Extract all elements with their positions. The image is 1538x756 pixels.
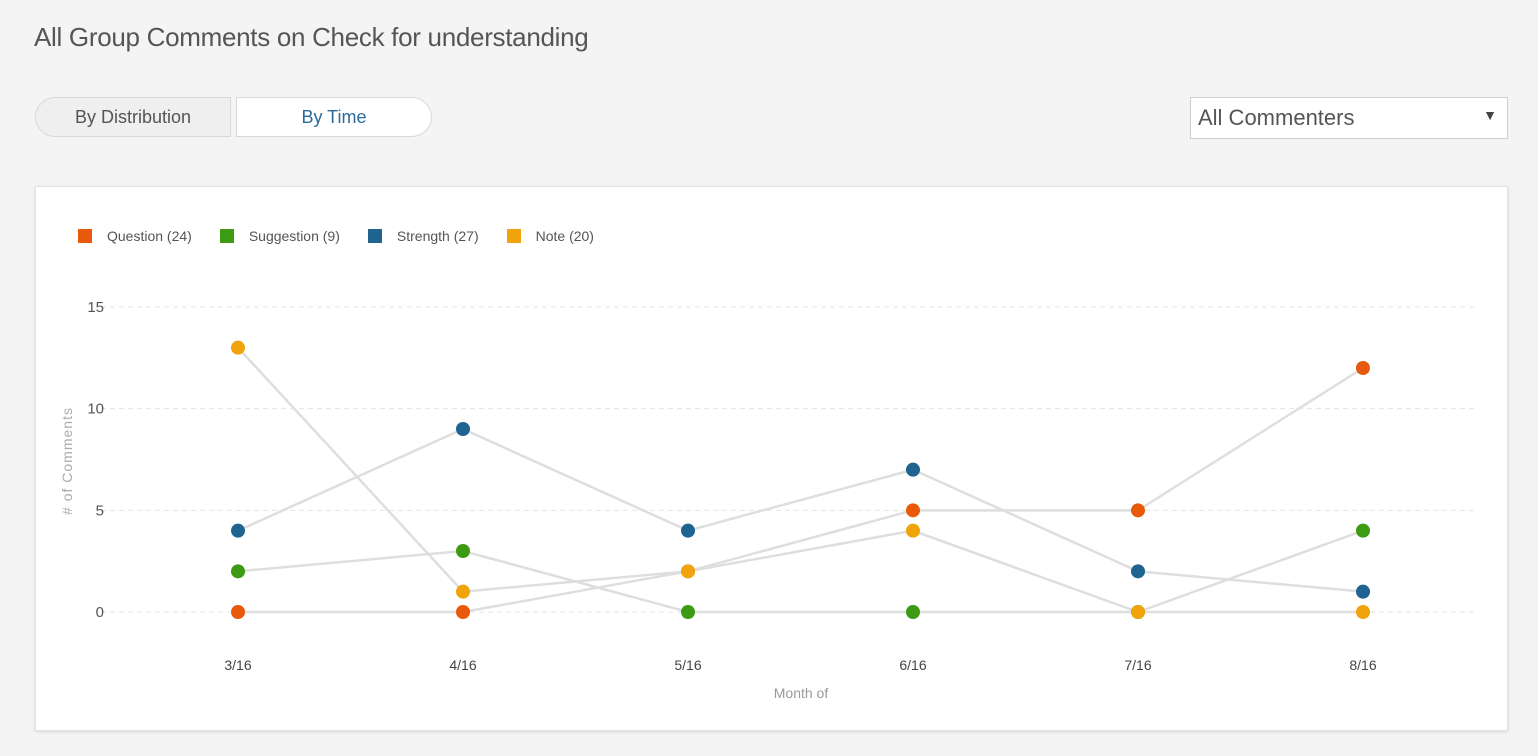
data-point <box>1131 605 1145 619</box>
x-tick-label: 8/16 <box>1349 657 1376 673</box>
view-toggle: By Distribution By Time <box>35 97 432 137</box>
y-tick-label: 15 <box>87 299 104 316</box>
data-point <box>231 340 245 355</box>
data-point <box>906 503 920 518</box>
x-tick-label: 3/16 <box>224 657 251 673</box>
legend-item[interactable]: Suggestion (9) <box>219 228 340 244</box>
legend-label: Question (24) <box>107 228 192 244</box>
x-tick-label: 7/16 <box>1124 657 1151 673</box>
x-tick-label: 6/16 <box>899 657 926 673</box>
y-tick-label: 10 <box>87 401 104 418</box>
commenter-select[interactable]: All Commenters ▼ <box>1190 97 1508 139</box>
data-point <box>906 523 920 538</box>
data-point <box>1131 564 1145 579</box>
page-title: All Group Comments on Check for understa… <box>34 22 589 52</box>
data-point <box>681 605 695 619</box>
chart-card: Question (24) Suggestion (9) Strength (27)… <box>35 186 1508 731</box>
data-point <box>906 462 920 477</box>
legend-item[interactable]: Note (20) <box>506 228 594 244</box>
legend-swatch <box>78 229 92 243</box>
y-tick-label: 0 <box>96 604 104 621</box>
legend-label: Note (20) <box>535 228 594 244</box>
chevron-down-icon: ▼ <box>1483 107 1497 123</box>
data-point <box>456 422 470 436</box>
chart-legend: Question (24) Suggestion (9) Strength (27)… <box>78 228 594 244</box>
legend-swatch <box>219 229 234 243</box>
x-tick-label: 4/16 <box>449 657 476 673</box>
data-point <box>231 523 245 538</box>
data-point <box>681 564 695 579</box>
legend-swatch <box>367 229 382 243</box>
by-time-button[interactable]: By Time <box>236 97 432 137</box>
data-point <box>1131 503 1145 518</box>
series-line <box>237 427 1364 593</box>
data-point <box>231 605 245 619</box>
data-point <box>1356 361 1370 375</box>
y-axis-title: # of Comments <box>59 407 75 515</box>
data-point <box>906 605 920 619</box>
legend-label: Strength (27) <box>396 228 479 244</box>
by-distribution-button[interactable]: By Distribution <box>35 97 231 137</box>
series-line <box>237 346 1363 614</box>
data-point <box>231 564 245 579</box>
line-chart: 0 5 10 15 3/16 4/16 5/16 6/16 7/16 8/16 Month of # … <box>59 299 1476 701</box>
commenter-select-value: All Commenters <box>1198 105 1355 130</box>
data-point <box>1356 523 1370 538</box>
legend-item[interactable]: Question (24) <box>78 228 192 244</box>
data-point <box>681 523 695 538</box>
legend-label: Suggestion (9) <box>248 228 340 244</box>
legend-swatch <box>506 229 521 243</box>
legend-item[interactable]: Strength (27) <box>367 228 479 244</box>
data-point <box>456 544 470 558</box>
x-tick-label: 5/16 <box>674 657 701 673</box>
data-point <box>456 584 470 599</box>
y-tick-label: 5 <box>96 502 104 519</box>
x-axis-title: Month of <box>774 685 829 701</box>
series-line <box>238 366 1364 614</box>
series-line <box>237 529 1364 614</box>
data-point <box>456 605 470 619</box>
data-point <box>1356 605 1370 619</box>
data-point <box>1356 584 1370 599</box>
